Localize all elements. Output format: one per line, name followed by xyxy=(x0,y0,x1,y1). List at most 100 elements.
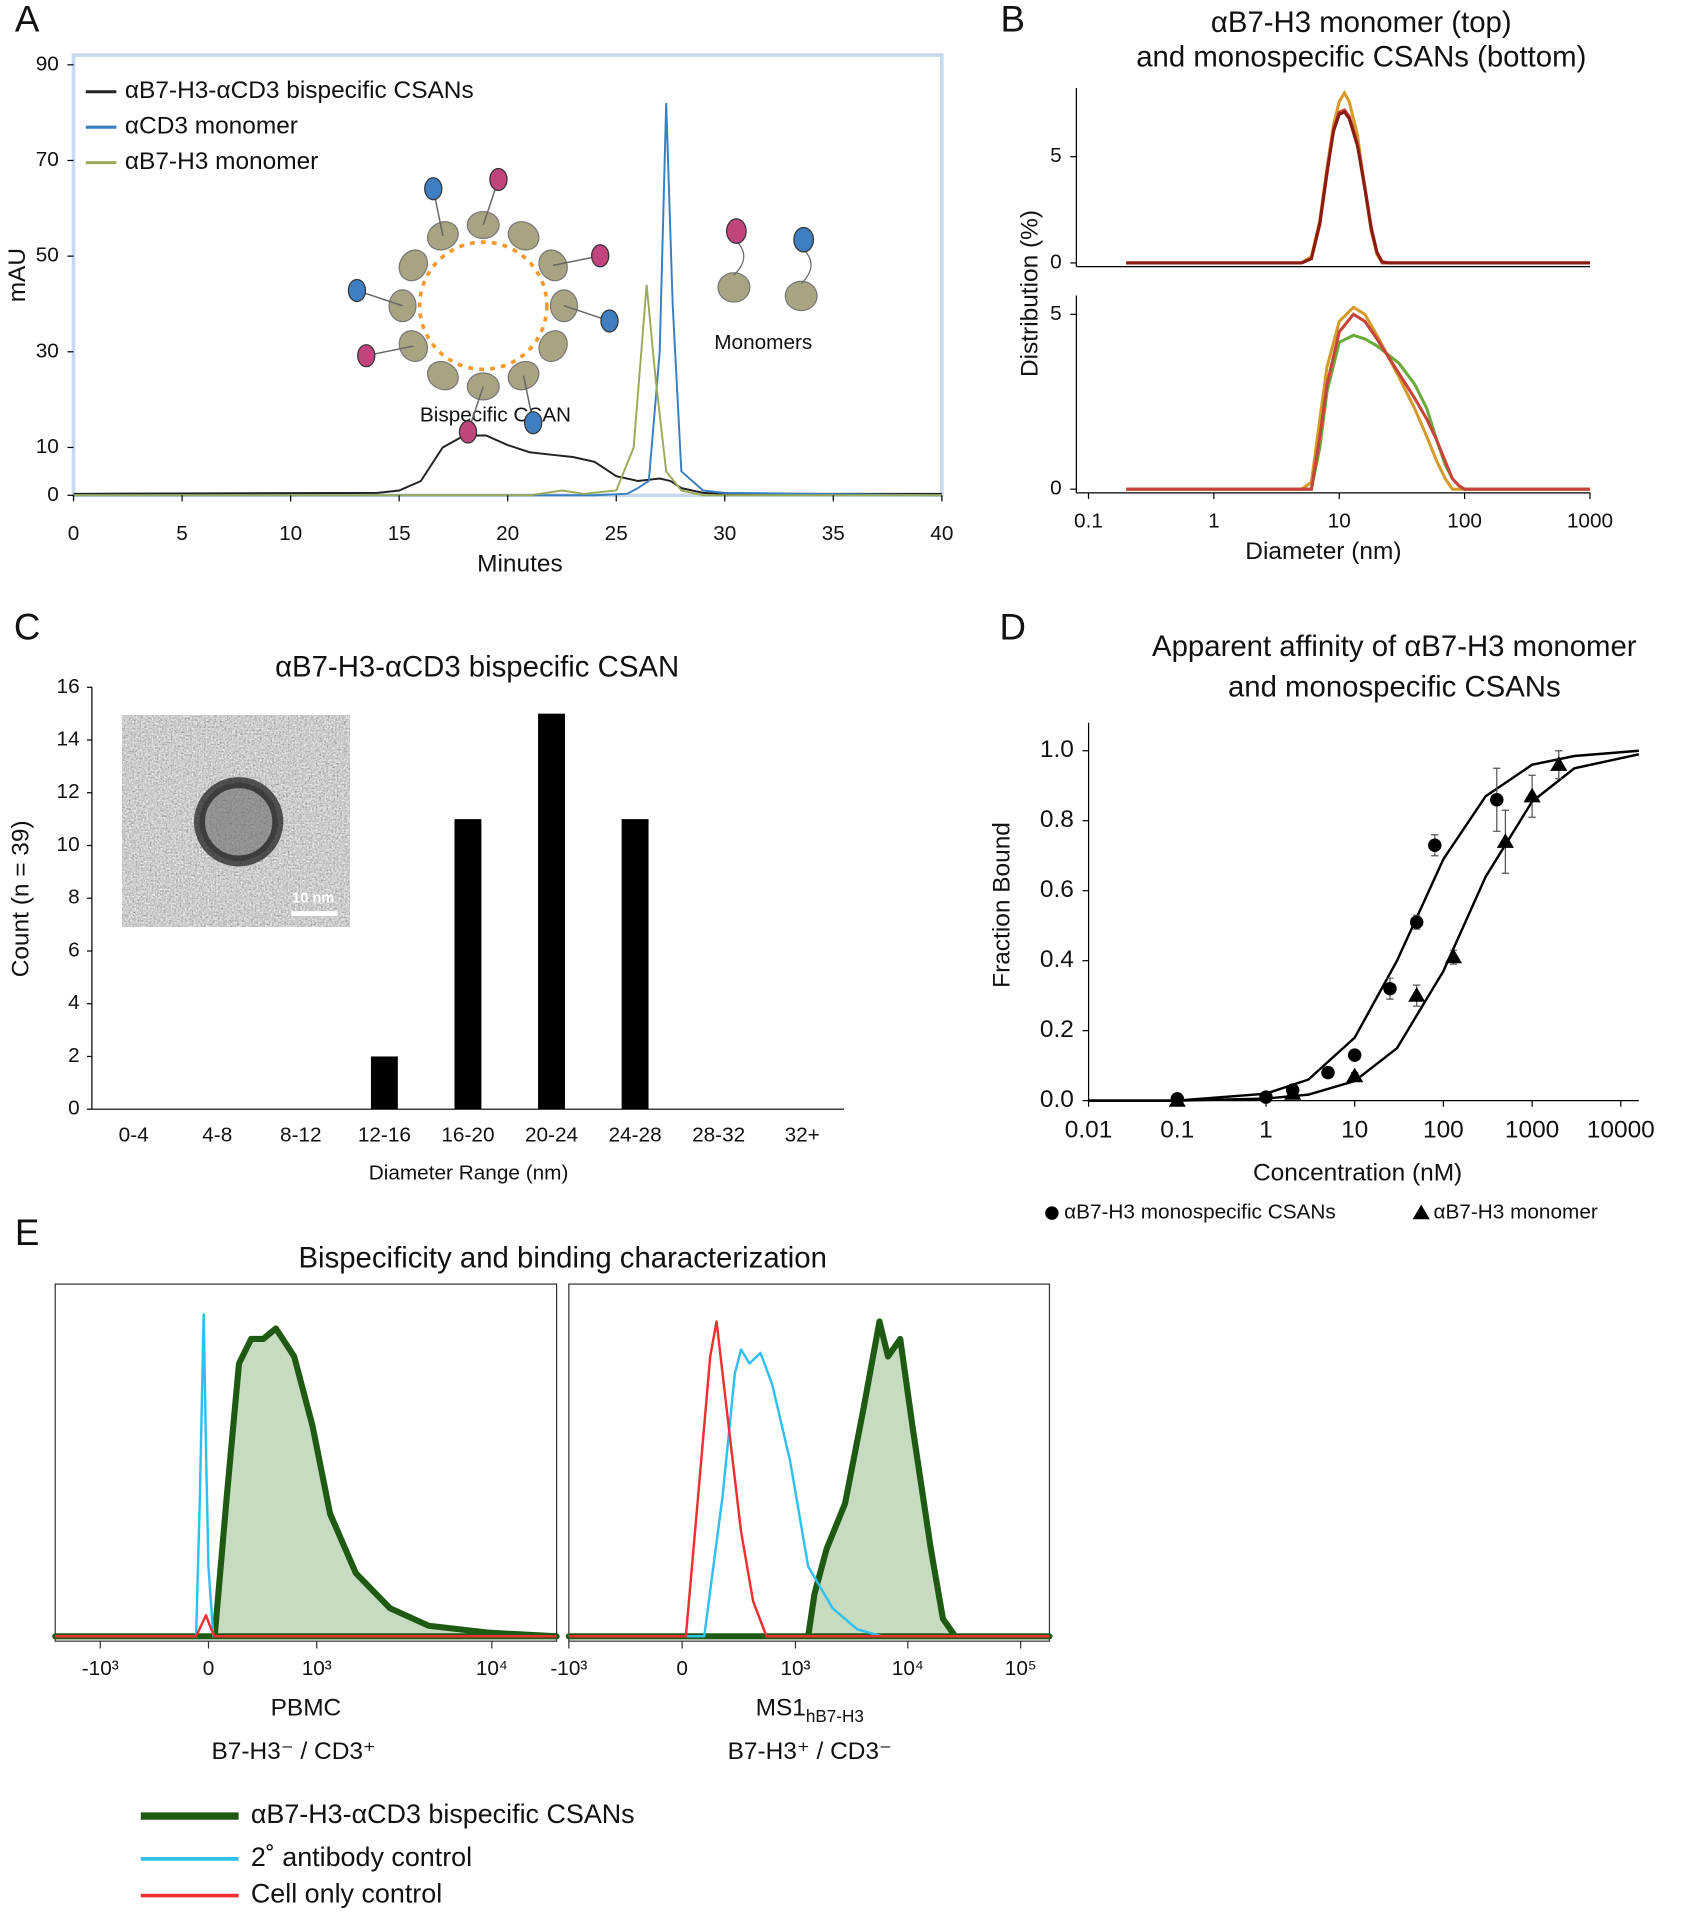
panel-label: E xyxy=(15,1212,39,1253)
x-tick-label: 10 xyxy=(1328,510,1351,533)
antibody xyxy=(357,344,376,368)
legend-label: Cell only control xyxy=(251,1879,442,1909)
y-tick-label: 0 xyxy=(47,483,59,506)
y-tick-label: 0.2 xyxy=(1040,1016,1074,1043)
csan-core xyxy=(417,240,549,372)
legend-marker xyxy=(1412,1204,1430,1220)
y-tick-label: 0.8 xyxy=(1040,806,1074,833)
x-tick-label: 0.01 xyxy=(1065,1117,1113,1144)
y-tick-label: 10 xyxy=(36,435,59,458)
x-tick-label: 10³ xyxy=(780,1657,810,1680)
x-tick-label: 12-16 xyxy=(358,1124,411,1147)
series-line xyxy=(1126,110,1590,265)
csan-schematic xyxy=(347,167,818,444)
point xyxy=(1409,915,1424,929)
x-tick-label: 16-20 xyxy=(441,1124,494,1147)
chart-title: and monospecific CSANs xyxy=(1228,670,1561,703)
x-tick-label: 24-28 xyxy=(609,1124,662,1147)
x-tick-label: 0.1 xyxy=(1160,1117,1194,1144)
x-tick-label: 0.1 xyxy=(1074,510,1103,533)
y-tick-label: 8 xyxy=(68,886,80,909)
bar xyxy=(538,713,565,1110)
particle xyxy=(194,777,284,867)
chart-title: αB7-H3 monomer (top) xyxy=(1211,6,1512,39)
antibody xyxy=(524,411,543,435)
x-tick-label: 0 xyxy=(676,1657,688,1680)
point xyxy=(1346,1067,1364,1083)
antibody xyxy=(424,177,443,201)
x-tick-label: 10⁴ xyxy=(892,1657,924,1680)
x-tick-label: 20-24 xyxy=(525,1124,578,1147)
point xyxy=(1347,1048,1362,1062)
x-tick-label: 40 xyxy=(930,522,953,545)
x-tick-label: 1000 xyxy=(1567,510,1613,533)
y-tick-label: 14 xyxy=(57,728,80,751)
monomer-antibody xyxy=(725,218,747,244)
series-line xyxy=(73,434,942,495)
series-line xyxy=(1126,333,1590,491)
y-tick-label: 0.4 xyxy=(1040,946,1074,973)
x-tick-label: 4-8 xyxy=(202,1124,232,1147)
panel-name-sub: hB7-H3 xyxy=(806,1707,864,1726)
antibody xyxy=(347,278,367,303)
binding-domain xyxy=(426,221,459,251)
plot-frame xyxy=(54,1283,558,1642)
fit-line xyxy=(1088,753,1640,1102)
panel-sublabel: B7-H3⁺ / CD3⁻ xyxy=(728,1738,892,1765)
x-tick-label: 15 xyxy=(388,522,411,545)
antibody xyxy=(591,244,610,268)
x-tick-label: 5 xyxy=(176,522,188,545)
monomer-linker xyxy=(733,240,745,276)
binding-domain xyxy=(507,221,540,251)
x-tick-label: 0-4 xyxy=(119,1124,149,1147)
chart-title: Apparent affinity of αB7-H3 monomer xyxy=(1152,630,1637,663)
annotation: Monomers xyxy=(714,331,812,354)
fit-line xyxy=(1088,749,1640,1102)
histogram xyxy=(55,1313,557,1638)
x-tick-label: 8-12 xyxy=(280,1124,322,1147)
antibody xyxy=(458,420,478,444)
x-tick-label: 100 xyxy=(1447,510,1482,533)
bar xyxy=(370,1056,398,1110)
y-tick-label: 5 xyxy=(1050,144,1062,167)
x-tick-label: 32+ xyxy=(785,1124,820,1147)
y-tick-label: 0 xyxy=(1050,250,1062,273)
panel-label: D xyxy=(1000,606,1026,647)
antibody xyxy=(489,167,508,192)
series-line xyxy=(1126,305,1590,491)
y-axis-label: Fraction Bound xyxy=(988,822,1015,988)
monomer-domain xyxy=(717,272,751,303)
monomer-linker xyxy=(800,249,812,285)
y-tick-label: 0 xyxy=(1050,477,1062,500)
x-tick-label: -10³ xyxy=(550,1657,587,1680)
legend-marker xyxy=(1045,1206,1059,1220)
x-tick-label: 35 xyxy=(822,522,845,545)
x-tick-label: 10⁵ xyxy=(1005,1657,1037,1680)
x-axis-label: Diameter Range (nm) xyxy=(369,1161,569,1184)
legend-label: αB7-H3-αCD3 bispecific CSANs xyxy=(125,77,474,104)
y-tick-label: 12 xyxy=(57,780,80,803)
binding-domain xyxy=(426,360,459,391)
antibody xyxy=(600,309,619,333)
chart-title: and monospecific CSANs (bottom) xyxy=(1136,40,1586,73)
y-tick-label: 10 xyxy=(57,833,80,856)
point xyxy=(1284,1085,1302,1100)
series-line xyxy=(1126,89,1590,265)
panel-name-main: PBMC xyxy=(271,1695,342,1722)
y-tick-label: 5 xyxy=(1050,302,1062,325)
point xyxy=(1168,1092,1186,1107)
bar xyxy=(621,819,649,1110)
point xyxy=(1550,756,1568,771)
y-tick-label: 2 xyxy=(68,1044,80,1067)
series-line xyxy=(1126,312,1590,491)
x-tick-label: 10 xyxy=(279,522,302,545)
point xyxy=(1428,838,1442,852)
y-tick-label: 6 xyxy=(68,938,80,961)
histogram xyxy=(568,1348,1050,1638)
x-tick-label: 10³ xyxy=(302,1657,332,1680)
x-tick-label: 25 xyxy=(605,522,628,545)
y-tick-label: 90 xyxy=(36,52,59,75)
x-tick-label: 100 xyxy=(1423,1117,1464,1144)
binding-domain xyxy=(538,330,568,363)
binding-domain xyxy=(398,249,429,282)
